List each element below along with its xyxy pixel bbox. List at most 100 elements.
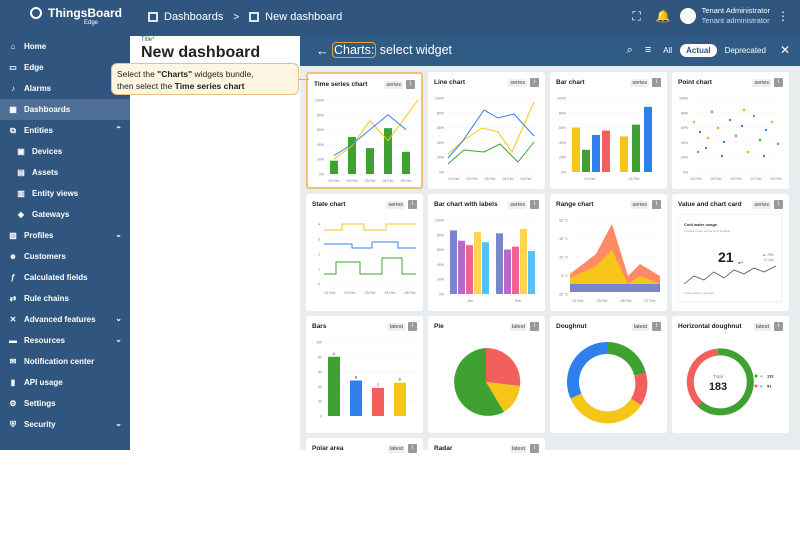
breadcrumb-dashboards[interactable]: Dashboards [164, 11, 224, 23]
info-icon[interactable]: i [652, 200, 661, 209]
info-icon[interactable]: i [530, 444, 539, 453]
sidebar-item-home[interactable]: ⌂ Home [0, 36, 130, 57]
chevron-icon[interactable]: ⌄ [115, 314, 122, 323]
chevron-icon[interactable]: ⌄ [115, 335, 122, 344]
x-tick-label: 07 Feb [751, 177, 762, 181]
info-icon[interactable]: i [530, 78, 539, 87]
bar [348, 137, 356, 174]
sidebar-item-gateways[interactable]: ◈ Gateways [0, 204, 130, 225]
sidebar-item-advanced-features[interactable]: ✕ Advanced features ⌄ [0, 309, 130, 330]
chevron-icon[interactable]: ⌄ [115, 419, 122, 428]
y-tick-label: 0% [319, 173, 324, 177]
sidebar-item-calculated-fields[interactable]: ƒ Calculated fields [0, 267, 130, 288]
user-info[interactable]: Tenant Administrator Tenant administrato… [702, 6, 770, 26]
widget-card-horizontal-doughnut[interactable]: Horizontal doughnut latest i Total 183 A 132 B 5… [672, 316, 789, 433]
assets-icon: ▤ [17, 167, 25, 177]
info-icon[interactable]: i [530, 322, 539, 331]
info-icon[interactable]: i [652, 78, 661, 87]
x-tick-label: 04 Feb [383, 179, 394, 183]
filter-deprecated[interactable]: Deprecated [724, 45, 766, 55]
data-point [740, 124, 744, 128]
widget-card-line-chart[interactable]: Line chart series i 100% 80% 60% 40% 20% 0% 01 Fe… [428, 72, 545, 189]
info-icon[interactable]: i [408, 444, 417, 453]
doughnut-segment-red [686, 348, 719, 407]
x-tick-label: 05 Feb [731, 177, 742, 181]
info-icon[interactable]: i [774, 322, 783, 331]
info-icon[interactable]: i [408, 200, 417, 209]
close-icon[interactable]: ✕ [779, 43, 790, 57]
widget-card-time-series-chart[interactable]: Time series chart series i 100% 80% 60% 40% 20%… [306, 72, 423, 189]
sidebar: ⌂ Home ▭ Edge ♪ Alarms ▦ Dashboards ⧉ Entities ⌃ ▣ D… [0, 36, 130, 450]
chevron-icon[interactable]: ⌄ [115, 230, 122, 239]
search-icon[interactable]: ⌕ [626, 43, 633, 56]
sidebar-item-profiles[interactable]: ▨ Profiles ⌄ [0, 225, 130, 246]
widget-card-bars[interactable]: Bars latest i 100 80 60 40 20 0 A B C D [306, 316, 423, 433]
sidebar-item-label: Security [24, 420, 56, 429]
filter-all[interactable]: All [663, 45, 673, 55]
widget-card-state-chart[interactable]: State chart series i 4 3 2 1 0 01 Feb 02 Feb 03 Fe… [306, 194, 423, 311]
filter-icon[interactable]: ≡ [644, 44, 652, 56]
x-tick-label: Feb [515, 299, 521, 303]
sidebar-item-resources[interactable]: ▬ Resources ⌄ [0, 330, 130, 351]
x-tick-label: 03 Feb [365, 179, 376, 183]
widget-card-bar-chart[interactable]: Bar chart series i 100% 80% 60% 40% 20% 0% 01 Feb… [550, 72, 667, 189]
widget-type-badge: latest [509, 445, 527, 453]
widget-type-badge: series [384, 81, 403, 89]
value-card-subtitle: Counter meter on the third building [684, 229, 731, 233]
sidebar-item-assets[interactable]: ▤ Assets [0, 162, 130, 183]
sidebar-item-rule-chains[interactable]: ⇄ Rule chains [0, 288, 130, 309]
calculated-fields-icon: ƒ [10, 272, 16, 282]
chart-preview-barlabels: 100% 80% 60% 40% 20% 0% Jan Feb [435, 219, 538, 303]
chevron-icon[interactable]: ⌃ [115, 125, 122, 134]
widget-card-value-and-chart-card[interactable]: Value and chart card series i Cold water us… [672, 194, 789, 311]
sidebar-item-dashboards[interactable]: ▦ Dashboards [0, 99, 130, 120]
fullscreen-icon[interactable]: ⛶ [632, 9, 641, 23]
info-icon[interactable]: i [652, 322, 661, 331]
y-tick-label: 60% [437, 126, 444, 130]
more-vert-icon[interactable]: ⋮ [777, 9, 789, 23]
widget-card-doughnut[interactable]: Doughnut latest i [550, 316, 667, 433]
y-tick-label: 80 [318, 355, 322, 359]
widget-card-range-chart[interactable]: Range chart series i 60 °C 40 °C 20 °C 0 °C -20… [550, 194, 667, 311]
sidebar-item-devices[interactable]: ▣ Devices [0, 141, 130, 162]
info-icon[interactable]: i [774, 200, 783, 209]
back-arrow-icon[interactable]: ← [316, 43, 329, 58]
legend-a-label: A [760, 374, 763, 379]
y-tick-label: 60 °C [559, 219, 568, 223]
gateways-icon: ◈ [17, 209, 25, 219]
x-tick-label: 03 Feb [597, 299, 608, 303]
sidebar-item-label: Edge [24, 63, 44, 72]
user-avatar-icon[interactable] [679, 8, 696, 24]
sidebar-item-alarms[interactable]: ♪ Alarms [0, 78, 130, 99]
widget-card-bar-chart-with-labels[interactable]: Bar chart with labels series i 100% 80% 60% 40… [428, 194, 545, 311]
sidebar-item-security[interactable]: ⛨ Security ⌄ [0, 414, 130, 435]
chart-preview-state: 4 3 2 1 0 01 Feb 02 Feb 03 Feb 04 Feb 05 Feb [318, 223, 416, 295]
widget-card-radar[interactable]: Radar latest i [428, 438, 545, 555]
sidebar-item-edge[interactable]: ▭ Edge [0, 57, 130, 78]
chart-preview-pie [454, 347, 521, 416]
sidebar-item-entity-views[interactable]: ▥ Entity views [0, 183, 130, 204]
sidebar-item-entities[interactable]: ⧉ Entities ⌃ [0, 120, 130, 141]
doughnut-segment [607, 342, 646, 376]
tooltip-text: then select the [117, 81, 175, 91]
edge-icon: ▭ [9, 62, 17, 72]
doughnut-segment [566, 342, 609, 399]
logo[interactable]: ThingsBoard Edge [30, 6, 122, 26]
y-tick-label: 20% [437, 156, 444, 160]
sidebar-item-notification-center[interactable]: ✉ Notification center [0, 351, 130, 372]
notifications-bell-icon[interactable]: 🔔 [655, 9, 671, 23]
sidebar-item-api-usage[interactable]: ▮ API usage [0, 372, 130, 393]
info-icon[interactable]: i [530, 200, 539, 209]
sidebar-item-customers[interactable]: ☻ Customers [0, 246, 130, 267]
info-icon[interactable]: i [406, 80, 415, 89]
widget-card-pie[interactable]: Pie latest i [428, 316, 545, 433]
bundle-name[interactable]: Charts: [332, 42, 377, 58]
title-input[interactable]: New dashboard [141, 44, 261, 61]
widget-card-point-chart[interactable]: Point chart series i 100% 80% 60% 40% 20% 0% 01 F… [672, 72, 789, 189]
y-tick-label: 0 °C [561, 274, 568, 278]
filter-actual[interactable]: Actual [680, 43, 717, 57]
info-icon[interactable]: i [774, 78, 783, 87]
widget-card-polar-area[interactable]: Polar area latest i [306, 438, 423, 555]
sidebar-item-settings[interactable]: ⚙ Settings [0, 393, 130, 414]
info-icon[interactable]: i [408, 322, 417, 331]
